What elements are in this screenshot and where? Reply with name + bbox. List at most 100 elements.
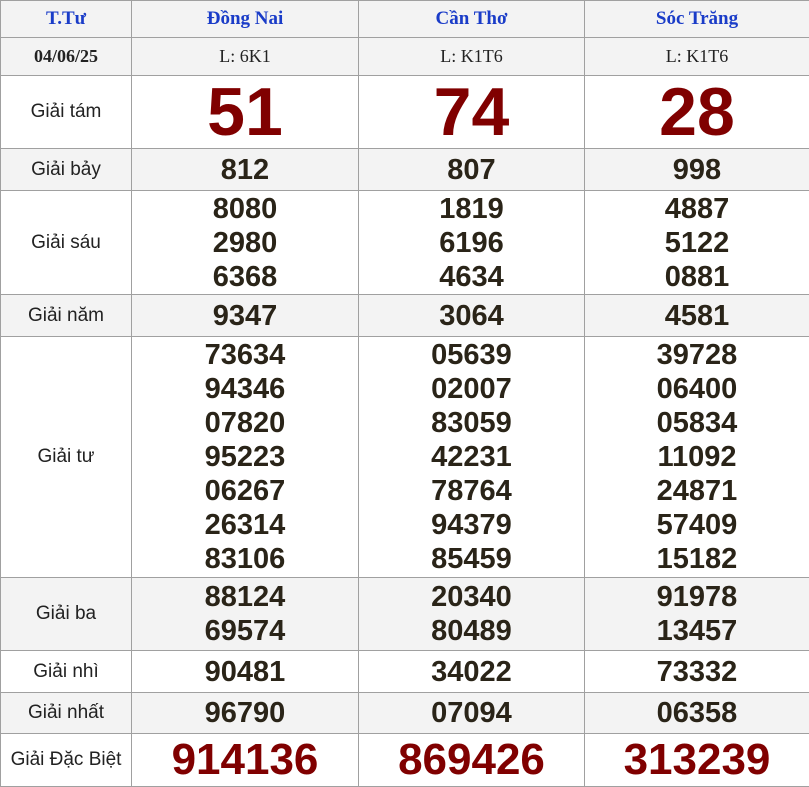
prize-number: 51 — [132, 77, 358, 147]
prize-number: 0881 — [585, 260, 809, 294]
prize-cell: 313239 — [585, 734, 809, 787]
prize-cell: 07094 — [359, 693, 585, 734]
prize-number: 05639 — [359, 338, 584, 372]
prize-number: 13457 — [585, 614, 809, 648]
prize-cell: 73332 — [585, 651, 809, 693]
prize-number: 26314 — [132, 508, 358, 542]
prize-number: 42231 — [359, 440, 584, 474]
prize-number: 06400 — [585, 372, 809, 406]
prize-cell: 812 — [132, 149, 359, 191]
prize-number: 05834 — [585, 406, 809, 440]
prize-number: 4581 — [585, 299, 809, 333]
prize-number: 39728 — [585, 338, 809, 372]
lottery-code: L: K1T6 — [359, 38, 585, 76]
prize-cell: 34022 — [359, 651, 585, 693]
prize-label: Giải tám — [1, 76, 132, 149]
prize-number: 6196 — [359, 226, 584, 260]
prize-number: 812 — [132, 153, 358, 187]
prize-number: 83106 — [132, 542, 358, 576]
prize-number: 07820 — [132, 406, 358, 440]
prize-cell: 4581 — [585, 295, 809, 337]
prize-number: 28 — [585, 77, 809, 147]
prize-number: 78764 — [359, 474, 584, 508]
prize-cell: 96790 — [132, 693, 359, 734]
province-link[interactable]: Sóc Trăng — [585, 1, 809, 38]
prize-number: 91978 — [585, 580, 809, 614]
prize-number: 869426 — [359, 735, 584, 785]
prize-number: 83059 — [359, 406, 584, 440]
prize-cell: 74 — [359, 76, 585, 149]
prize-cell: 06358 — [585, 693, 809, 734]
prize-cell: 51 — [132, 76, 359, 149]
prize-label: Giải nhì — [1, 651, 132, 693]
prize-number: 85459 — [359, 542, 584, 576]
prize-number: 11092 — [585, 440, 809, 474]
prize-number: 20340 — [359, 580, 584, 614]
prize-number: 06358 — [585, 696, 809, 730]
prize-number: 4634 — [359, 260, 584, 294]
prize-number: 96790 — [132, 696, 358, 730]
prize-number: 69574 — [132, 614, 358, 648]
header-row: T.Tư Đồng Nai Cần Thơ Sóc Trăng — [1, 1, 809, 38]
prize-number: 2980 — [132, 226, 358, 260]
prize-cell: 998 — [585, 149, 809, 191]
prize-number: 8080 — [132, 192, 358, 226]
prize-number: 5122 — [585, 226, 809, 260]
prize-number: 95223 — [132, 440, 358, 474]
province-link[interactable]: Cần Thơ — [359, 1, 585, 38]
prize-cell: 914136 — [132, 734, 359, 787]
prize-number: 6368 — [132, 260, 358, 294]
prize-label: Giải tư — [1, 337, 132, 578]
prize-number: 9347 — [132, 299, 358, 333]
province-link[interactable]: Đồng Nai — [132, 1, 359, 38]
prize-number: 34022 — [359, 655, 584, 689]
prize-number: 07094 — [359, 696, 584, 730]
prize-label: Giải sáu — [1, 191, 132, 295]
prize-number: 914136 — [132, 735, 358, 785]
prize-number: 94379 — [359, 508, 584, 542]
prize-number: 06267 — [132, 474, 358, 508]
prize-cell: 90481 — [132, 651, 359, 693]
prize-number: 90481 — [132, 655, 358, 689]
prize-number: 998 — [585, 153, 809, 187]
prize-number: 73634 — [132, 338, 358, 372]
day-header: T.Tư — [1, 1, 132, 38]
prize-cell: 28 — [585, 76, 809, 149]
prize-number: 15182 — [585, 542, 809, 576]
prize-number: 807 — [359, 153, 584, 187]
lottery-code: L: 6K1 — [132, 38, 359, 76]
prize-number: 3064 — [359, 299, 584, 333]
prize-number: 94346 — [132, 372, 358, 406]
prize-label: Giải nhất — [1, 693, 132, 734]
prize-number: 02007 — [359, 372, 584, 406]
prize-number: 313239 — [585, 735, 809, 785]
prize-label: Giải Đặc Biệt — [1, 734, 132, 787]
prize-label: Giải năm — [1, 295, 132, 337]
prize-label: Giải ba — [1, 578, 132, 651]
prize-number: 73332 — [585, 655, 809, 689]
lottery-code: L: K1T6 — [585, 38, 809, 76]
prize-number: 80489 — [359, 614, 584, 648]
prize-cell: 9347 — [132, 295, 359, 337]
prize-cell: 807 — [359, 149, 585, 191]
lottery-code-row: 04/06/25 L: 6K1 L: K1T6 L: K1T6 — [1, 38, 809, 76]
prize-number: 1819 — [359, 192, 584, 226]
prize-number: 4887 — [585, 192, 809, 226]
